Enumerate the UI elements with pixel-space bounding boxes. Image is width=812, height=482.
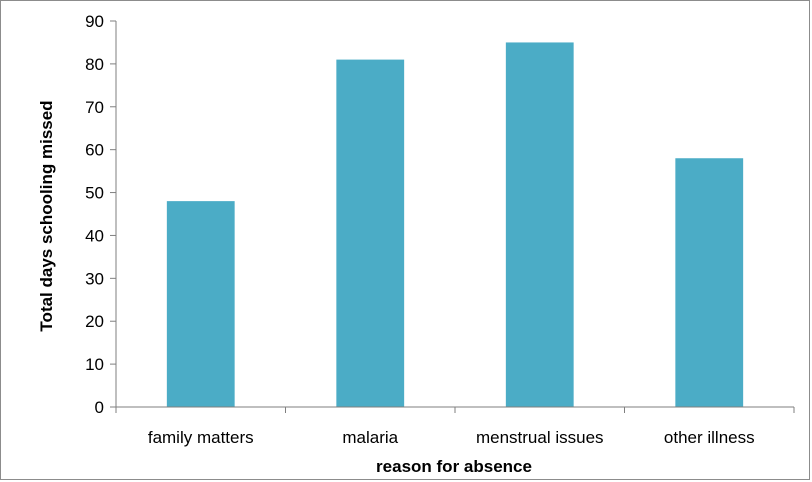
- y-tick-label: 90: [85, 12, 104, 31]
- x-tick-label: family matters: [148, 428, 254, 447]
- y-axis-title: Total days schooling missed: [37, 100, 56, 331]
- x-tick-label: other illness: [664, 428, 755, 447]
- y-tick-label: 30: [85, 269, 104, 288]
- y-tick-label: 70: [85, 98, 104, 117]
- x-tick-label: malaria: [342, 428, 398, 447]
- y-tick-label: 60: [85, 141, 104, 160]
- bar-series: [166, 42, 744, 407]
- bar-other-illness: [675, 158, 744, 407]
- bar-malaria: [336, 59, 405, 407]
- y-axis-ticks: 0 10 20 30 40 50 60 70 80 90: [85, 12, 116, 417]
- x-tick-label: menstrual issues: [476, 428, 604, 447]
- y-tick-label: 0: [95, 398, 104, 417]
- x-axis-title: reason for absence: [376, 457, 532, 476]
- y-tick-label: 50: [85, 184, 104, 203]
- bar-menstrual-issues: [505, 42, 574, 407]
- y-tick-label: 40: [85, 226, 104, 245]
- y-tick-label: 10: [85, 355, 104, 374]
- y-tick-label: 80: [85, 55, 104, 74]
- bar-family-matters: [166, 201, 235, 407]
- y-tick-label: 20: [85, 312, 104, 331]
- x-axis-ticks: family matters malaria menstrual issues oth…: [115, 407, 795, 447]
